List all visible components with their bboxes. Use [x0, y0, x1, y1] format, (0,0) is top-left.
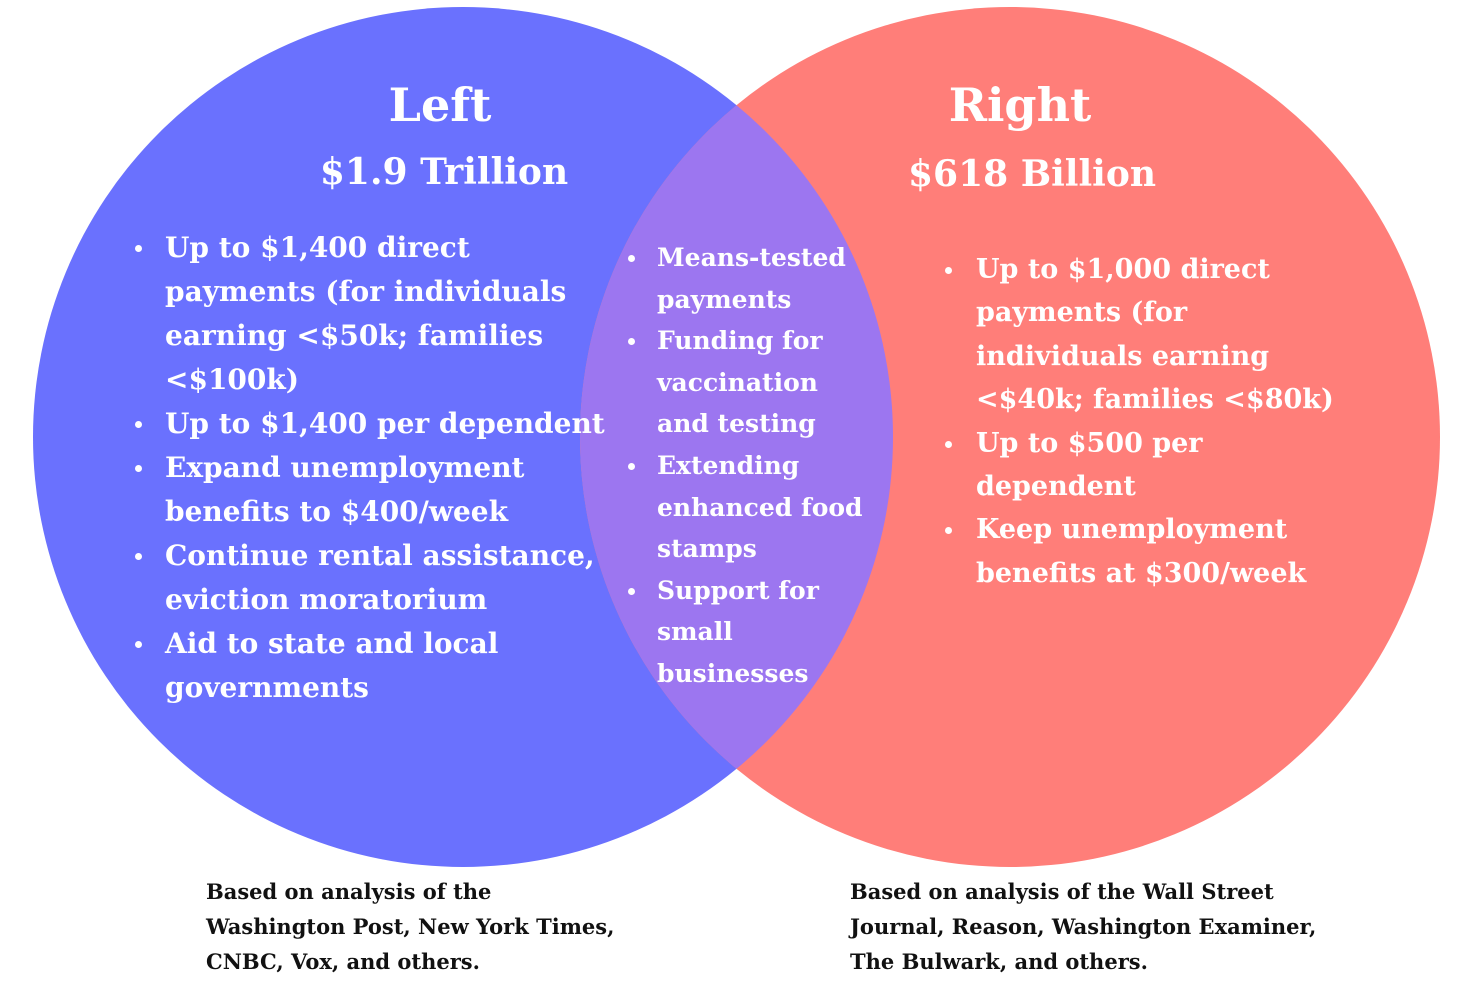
- right-list-item: Keep unemployment benefits at $300/week: [945, 508, 1336, 595]
- left-heading: Left: [388, 78, 492, 132]
- overlap-list-item: Means-tested payments: [628, 237, 867, 320]
- left-list-item: Expand unemployment benefits to $400/wee…: [135, 446, 605, 534]
- overlap-list-item: Extending enhanced food stamps: [628, 445, 867, 570]
- overlap-list-item: Funding for vaccination and testing: [628, 320, 867, 445]
- left-source-note: Based on analysis of the Washington Post…: [206, 879, 615, 974]
- overlap-list: Means-tested payments Funding for vaccin…: [628, 237, 867, 695]
- right-list-item: Up to $1,000 direct payments (for indivi…: [945, 248, 1336, 422]
- right-list-item: Up to $500 per dependent: [945, 422, 1336, 509]
- right-heading: Right: [948, 78, 1092, 132]
- overlap-region: [580, 7, 893, 867]
- left-amount: $1.9 Trillion: [319, 151, 569, 193]
- left-list-item: Up to $1,400 per dependent: [135, 402, 605, 446]
- overlap-list-item: Support for small businesses: [628, 570, 867, 695]
- left-list-item: Aid to state and local governments: [135, 622, 605, 710]
- left-list-item: Continue rental assistance, eviction mor…: [135, 534, 605, 622]
- right-list: Up to $1,000 direct payments (for indivi…: [945, 248, 1336, 595]
- right-amount: $618 Billion: [907, 153, 1157, 195]
- left-list-item: Up to $1,400 direct payments (for indivi…: [135, 226, 605, 402]
- left-list: Up to $1,400 direct payments (for indivi…: [135, 226, 605, 710]
- right-source-note: Based on analysis of the Wall Street Jou…: [850, 879, 1317, 974]
